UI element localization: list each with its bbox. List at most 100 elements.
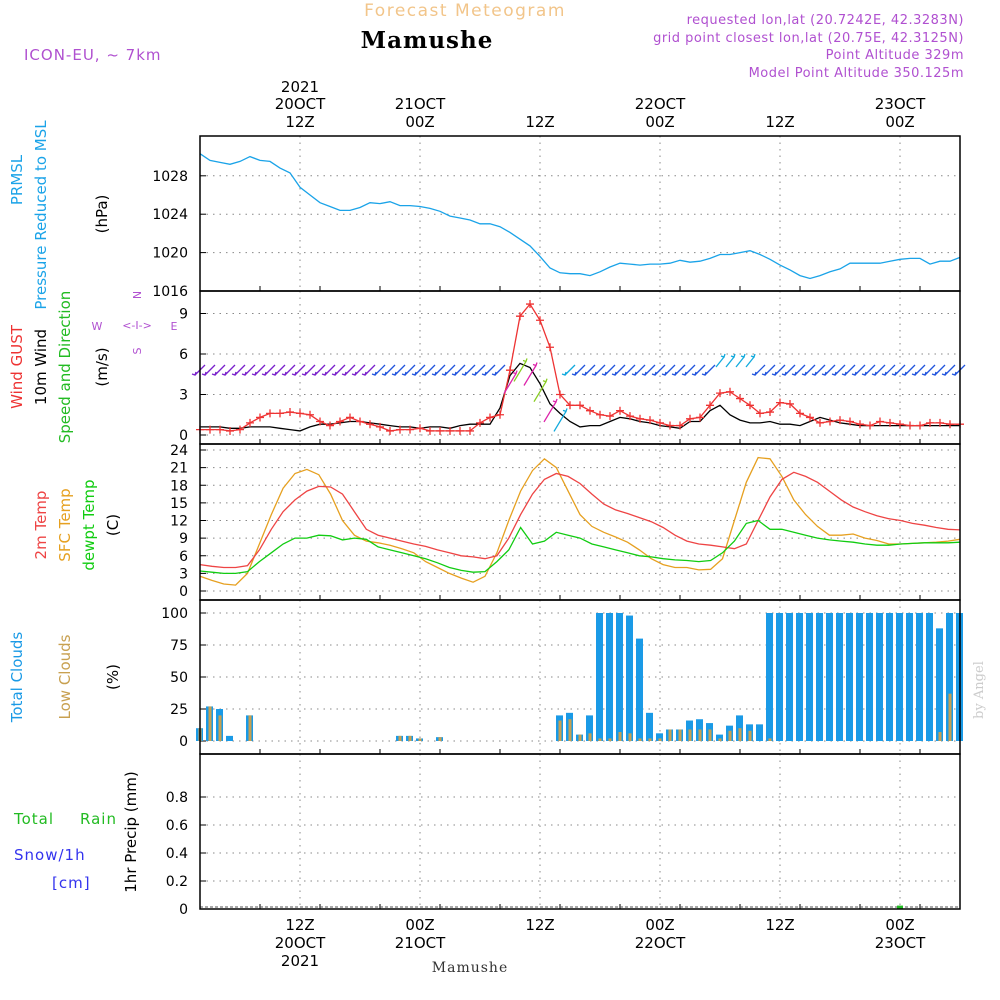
- rain-bar: [897, 905, 903, 909]
- wind-direction-arrow: [631, 371, 637, 376]
- sfc-temp-line: [199, 456, 961, 586]
- gust-marker: [576, 401, 584, 410]
- low-cloud-bar: [568, 719, 572, 741]
- wind-direction-arrow: [751, 371, 757, 376]
- gust-marker: [756, 409, 764, 418]
- low-cloud-bar: [708, 729, 712, 741]
- wind-direction-arrow: [694, 364, 706, 376]
- grid-coords: grid point closest lon,lat (20.75E, 42.3…: [653, 31, 964, 46]
- gust-marker: [526, 300, 534, 309]
- total-cloud-bar: [806, 613, 813, 741]
- watermark: by Angel: [972, 661, 987, 719]
- wind-direction-arrow: [701, 371, 707, 376]
- wind-direction-arrow: [854, 364, 866, 376]
- dewpt-temp-line: [199, 519, 961, 575]
- label-2m-temp: 2m Temp: [32, 491, 50, 560]
- label-total-clouds: Total Clouds: [8, 632, 26, 724]
- gust-marker: [596, 410, 604, 419]
- wind-direction-arrow: [941, 371, 947, 376]
- wind-direction-arrow: [861, 371, 867, 376]
- gust-marker: [486, 413, 494, 422]
- gust-marker: [446, 426, 454, 435]
- bottom-time-label: 00Z: [405, 916, 434, 934]
- wind-direction-arrow: [553, 411, 567, 432]
- total-cloud-bar: [766, 613, 773, 741]
- gust-marker: [456, 426, 464, 435]
- wind-direction-arrow: [244, 364, 256, 376]
- gust-marker: [276, 409, 284, 418]
- top-time-label: 00Z: [885, 113, 914, 131]
- wind-direction-arrow: [614, 364, 626, 376]
- low-cloud-bar: [938, 732, 942, 741]
- gust-marker: [466, 426, 474, 435]
- wind-direction-arrow: [654, 364, 666, 376]
- pressure-line: [199, 153, 961, 280]
- low-cloud-bar: [578, 734, 582, 741]
- wind-direction-arrow: [274, 364, 286, 376]
- wind-direction-arrow: [904, 364, 916, 376]
- wind-direction-arrow: [404, 364, 416, 376]
- gust-marker: [376, 422, 384, 431]
- wind-direction-arrow: [844, 364, 856, 376]
- wind-direction-arrow: [411, 371, 417, 376]
- wind-direction-arrow: [691, 371, 697, 376]
- y-tick-label: 0.6: [166, 818, 188, 834]
- wind-direction-arrow: [351, 371, 357, 376]
- wind-direction-arrow: [771, 371, 777, 376]
- total-cloud-bar: [646, 712, 653, 741]
- wind-direction-arrow: [543, 401, 557, 423]
- top-date-label: 20OCT: [275, 95, 326, 113]
- compass-n: N: [131, 291, 144, 299]
- gust-marker: [436, 426, 444, 435]
- wind-direction-arrow: [234, 364, 246, 376]
- y-tick-label: 0.2: [166, 874, 188, 890]
- wind-direction-arrow: [664, 364, 676, 376]
- gust-marker: [646, 416, 654, 425]
- wind-direction-arrow: [894, 364, 906, 376]
- gust-marker: [706, 401, 714, 410]
- wind-direction-arrow: [750, 353, 756, 358]
- label-precip-unit: 1hr Precip (mm): [122, 771, 140, 892]
- y-tick-label: 1024: [152, 207, 188, 223]
- wind-direction-arrow: [533, 381, 547, 403]
- point-altitude: Point Altitude 329m: [826, 48, 964, 63]
- wind-direction-arrow: [651, 371, 657, 376]
- compass-w: W: [92, 320, 103, 333]
- wind-direction-arrow: [304, 364, 316, 376]
- gust-marker: [846, 417, 854, 426]
- total-cloud-bar: [596, 613, 603, 741]
- wind-direction-arrow: [384, 364, 396, 376]
- wind-direction-arrow: [864, 364, 876, 376]
- wind-direction-arrow: [784, 364, 796, 376]
- gust-marker: [216, 425, 224, 434]
- total-cloud-bar: [836, 613, 843, 741]
- low-cloud-bar: [628, 733, 632, 741]
- low-cloud-bar: [408, 735, 412, 741]
- low-cloud-bar: [698, 729, 702, 741]
- panel-frame: [199, 443, 961, 601]
- wind-direction-arrow: [471, 371, 477, 376]
- total-cloud-bar: [756, 724, 763, 741]
- label-clouds-unit: (%): [104, 664, 122, 690]
- wind-direction-arrow: [254, 364, 266, 376]
- wind-direction-arrow: [874, 364, 886, 376]
- low-cloud-bar: [398, 735, 402, 741]
- wind-direction-arrow: [331, 371, 337, 376]
- y-tick-label: 6: [179, 549, 188, 565]
- y-tick-label: 0: [179, 734, 188, 750]
- wind-direction-arrow: [681, 371, 687, 376]
- low-cloud-bar: [748, 730, 752, 741]
- model-label: ICON-EU, ~ 7km: [24, 46, 162, 64]
- wind-direction-arrow: [574, 364, 586, 376]
- gust-marker: [556, 390, 564, 399]
- low-cloud-bar: [558, 720, 562, 741]
- gust-marker: [476, 418, 484, 427]
- wind-direction-arrow: [730, 353, 736, 358]
- wind-direction-arrow: [334, 364, 346, 376]
- y-tick-label: 18: [170, 478, 188, 494]
- wind-direction-arrow: [594, 364, 606, 376]
- gust-marker: [286, 408, 294, 417]
- label-prmsl: PRMSL: [8, 154, 26, 205]
- gust-marker: [806, 413, 814, 422]
- wind-direction-arrow: [434, 364, 446, 376]
